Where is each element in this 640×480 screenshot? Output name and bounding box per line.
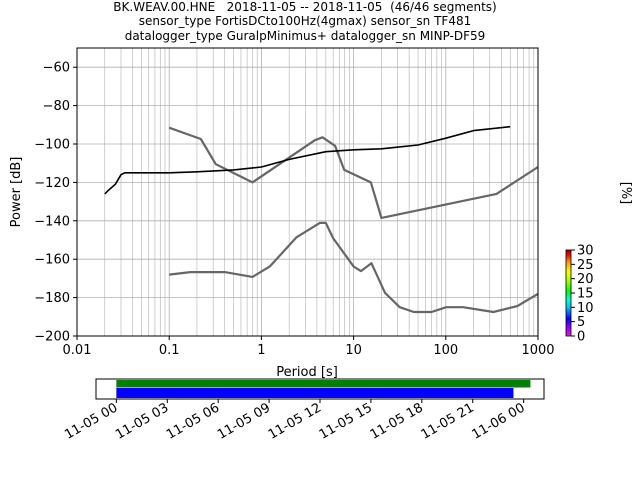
data-availability-panel <box>95 378 545 400</box>
y-tick-label: −180 <box>34 291 70 306</box>
colorbar-tick-label: 0 <box>577 330 585 345</box>
availability-tick-label: 11-06 00 <box>470 400 528 442</box>
x-axis-label: Period [s] <box>276 365 338 380</box>
availability-tick-label: 11-05 03 <box>113 400 171 442</box>
chart-title-line-2: sensor_type FortisDCto100Hz(4gmax) senso… <box>138 14 472 28</box>
chart-title-line-3: datalogger_type GuralpMinimus+ datalogge… <box>124 29 486 43</box>
availability-tick-label: 11-05 15 <box>317 400 375 442</box>
chart-title-line-1: BK.WEAV.00.HNE 2018-11-05 -- 2018-11-05 … <box>113 0 497 14</box>
colorbar-tick-label: 5 <box>577 315 585 330</box>
y-tick-label: −200 <box>34 330 70 345</box>
y-tick-label: −60 <box>43 61 70 76</box>
availability-tick-label: 11-05 06 <box>164 400 222 442</box>
x-tick-label: 0.1 <box>159 343 180 358</box>
y-axis-label: Power [dB] <box>9 157 24 228</box>
y-tick-label: −160 <box>34 253 70 268</box>
y-tick-label: −100 <box>34 138 70 153</box>
plot-frame <box>76 47 539 337</box>
y-tick-label: −80 <box>43 99 70 114</box>
y-tick-label: −140 <box>34 214 70 229</box>
availability-tick-label: 11-05 00 <box>62 400 120 442</box>
availability-tick-label: 11-05 18 <box>368 400 426 442</box>
colorbar-tick-label: 10 <box>577 301 594 316</box>
x-tick-label: 10 <box>345 343 362 358</box>
colorbar-tick-label: 25 <box>577 258 594 273</box>
noise-model-nlnm <box>169 221 538 314</box>
curves-layer <box>104 125 538 314</box>
mode-curve <box>104 125 511 195</box>
availability-tick-label: 11-05 12 <box>266 400 324 442</box>
availability-bar <box>116 388 514 398</box>
colorbar-tick-label: 30 <box>577 244 594 259</box>
availability-bar <box>116 380 531 388</box>
y-axis-ticks: −60 −80 −100 −120 −140 −160 −180 −200 <box>34 61 77 345</box>
colorbar <box>565 249 572 337</box>
noise-model-nhnm <box>168 126 538 219</box>
y-tick-label: −120 <box>34 176 70 191</box>
x-tick-label: 100 <box>433 343 458 358</box>
x-tick-label: 0.01 <box>63 343 92 358</box>
x-tick-label: 1000 <box>521 343 554 358</box>
availability-tick-label: 11-05 21 <box>419 400 477 442</box>
colorbar-tick-label: 15 <box>577 287 594 302</box>
colorbar-label: [%] <box>618 182 633 205</box>
grid-lines <box>76 48 538 337</box>
colorbar-tick-label: 20 <box>577 272 594 287</box>
x-tick-label: 1 <box>257 343 265 358</box>
availability-tick-label: 11-05 09 <box>215 400 273 442</box>
x-axis-ticks: 0.01 0.1 1 10 100 1000 <box>63 336 555 358</box>
